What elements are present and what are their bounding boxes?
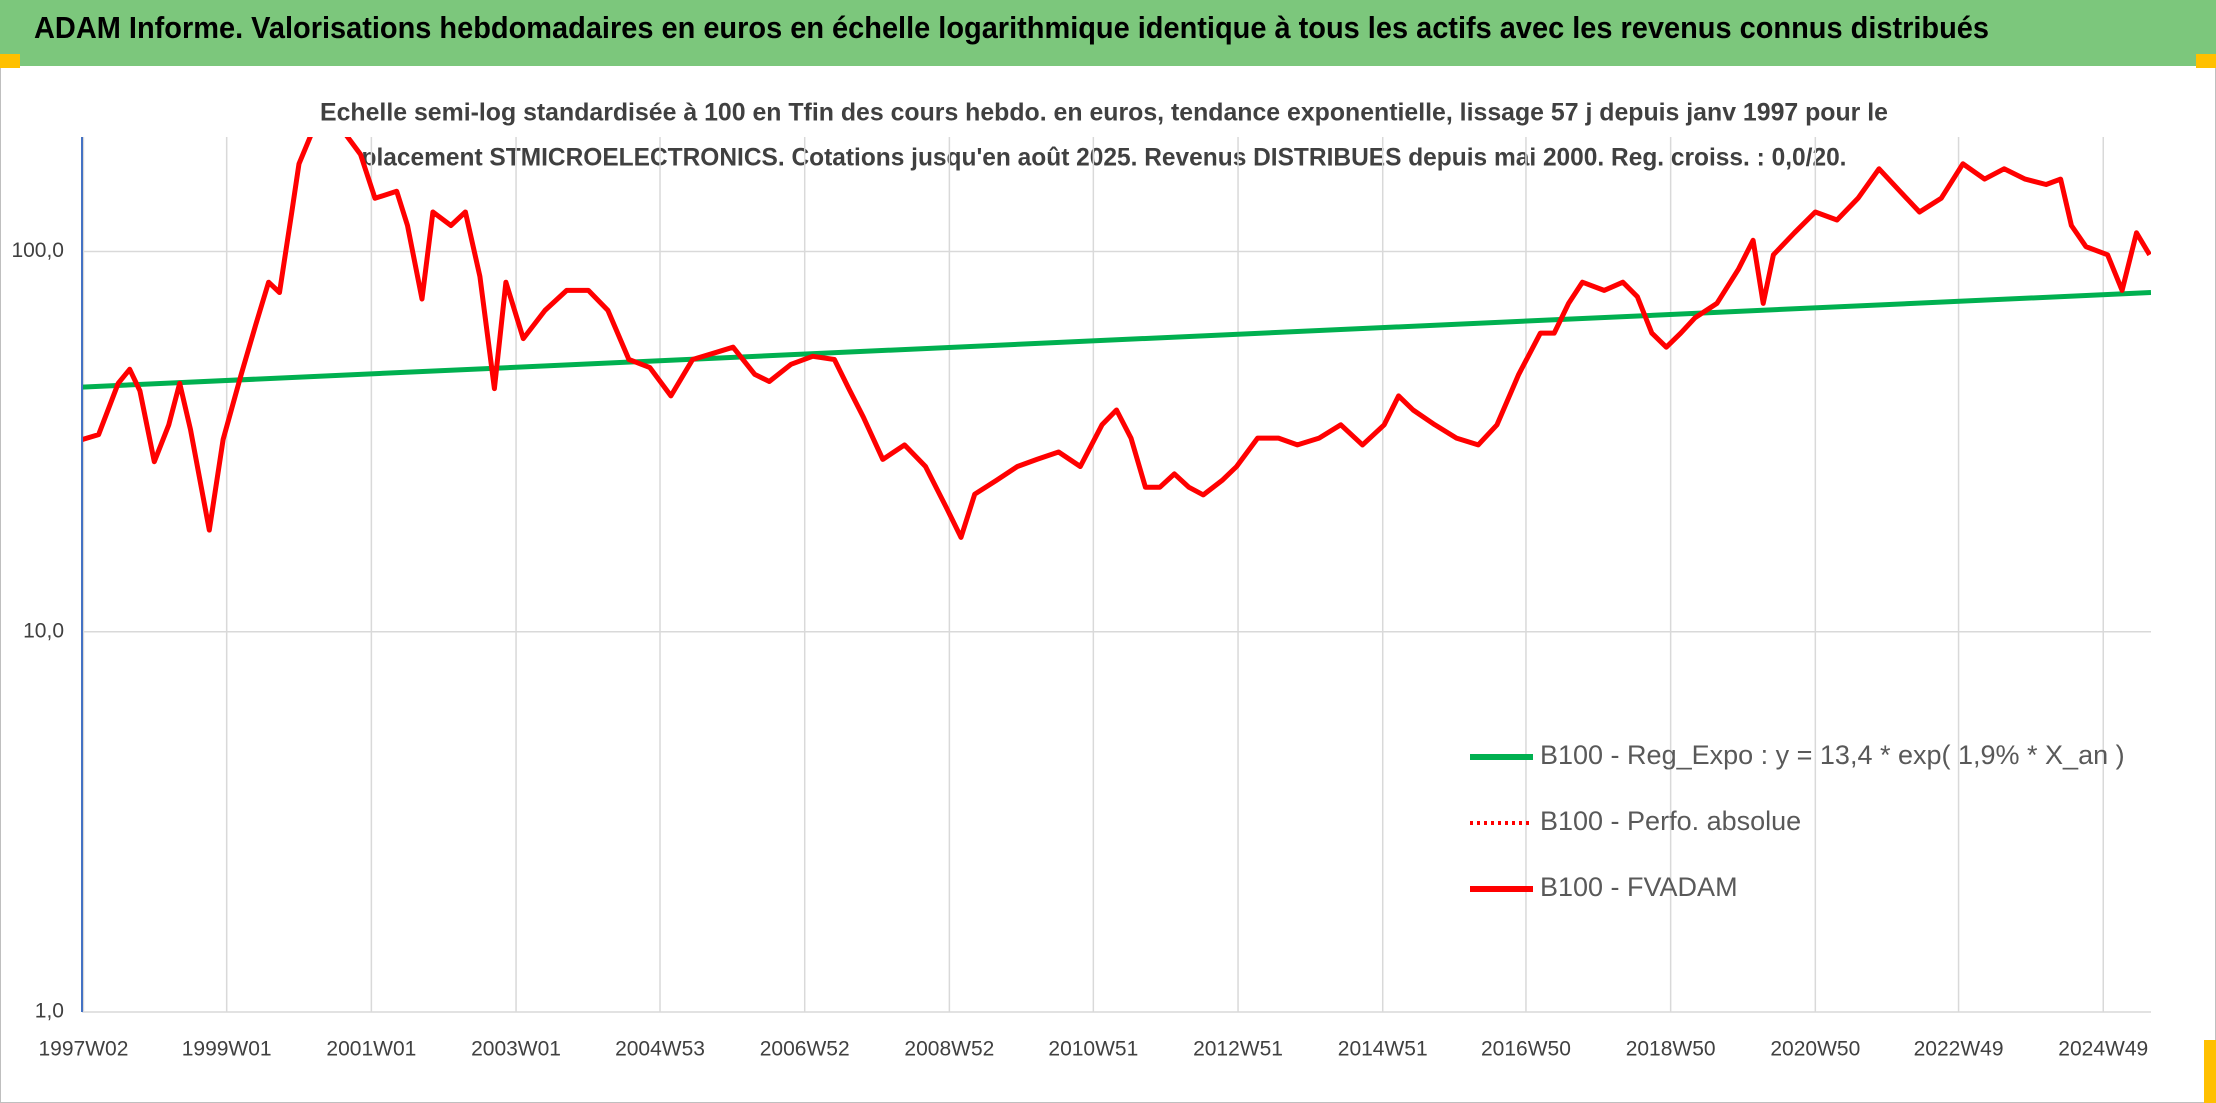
x-tick-label: 2008W52 xyxy=(904,1038,994,1061)
ticks: 1,0 10,0 100,0 1997W02 1999W01 2001W01 2003W01… xyxy=(11,239,2148,1061)
x-tick-label: 2020W50 xyxy=(1770,1038,1860,1061)
x-tick-label: 2004W53 xyxy=(615,1038,705,1061)
title-bar xyxy=(0,0,2216,66)
plot xyxy=(82,137,2151,540)
x-tick-label: 2024W49 xyxy=(2058,1038,2148,1061)
series-line xyxy=(82,290,2151,390)
x-tick-label: 2003W01 xyxy=(471,1038,561,1061)
x-tick-label: 2018W50 xyxy=(1626,1038,1716,1061)
legend-label: B100 - Reg_Expo : y = 13,4 * exp( 1,9% *… xyxy=(1540,740,2125,770)
x-tick-label: 2010W51 xyxy=(1048,1038,1138,1061)
x-tick-label: 2006W52 xyxy=(760,1038,850,1061)
corner-mark xyxy=(2196,54,2216,68)
x-tick-label: 2014W51 xyxy=(1338,1038,1428,1061)
chart-title: ADAM Informe. Valorisations hebdomadaire… xyxy=(34,10,1989,45)
corner-mark xyxy=(2204,1040,2216,1103)
x-tick-label: 2012W51 xyxy=(1193,1038,1283,1061)
x-tick-label: 1997W02 xyxy=(38,1038,128,1061)
subtitle: placement STMICROELECTRONICS. Cotations … xyxy=(362,144,1847,172)
y-tick-label: 1,0 xyxy=(35,1000,64,1023)
legend-label: B100 - Perfo. absolue xyxy=(1540,806,1801,836)
x-tick-label: 2016W50 xyxy=(1481,1038,1571,1061)
y-tick-label: 10,0 xyxy=(23,619,64,642)
series-line xyxy=(82,137,2151,540)
x-tick-label: 2022W49 xyxy=(1914,1038,2004,1061)
x-tick-label: 2001W01 xyxy=(326,1038,416,1061)
subtitle: Echelle semi-log standardisée à 100 en T… xyxy=(320,99,1888,127)
legend: B100 - Reg_Expo : y = 13,4 * exp( 1,9% *… xyxy=(1470,740,2125,902)
corner-mark xyxy=(0,54,20,68)
y-tick-label: 100,0 xyxy=(11,239,64,262)
legend-label: B100 - FVADAM xyxy=(1540,872,1738,902)
grid xyxy=(82,137,2151,1013)
x-tick-label: 1999W01 xyxy=(182,1038,272,1061)
